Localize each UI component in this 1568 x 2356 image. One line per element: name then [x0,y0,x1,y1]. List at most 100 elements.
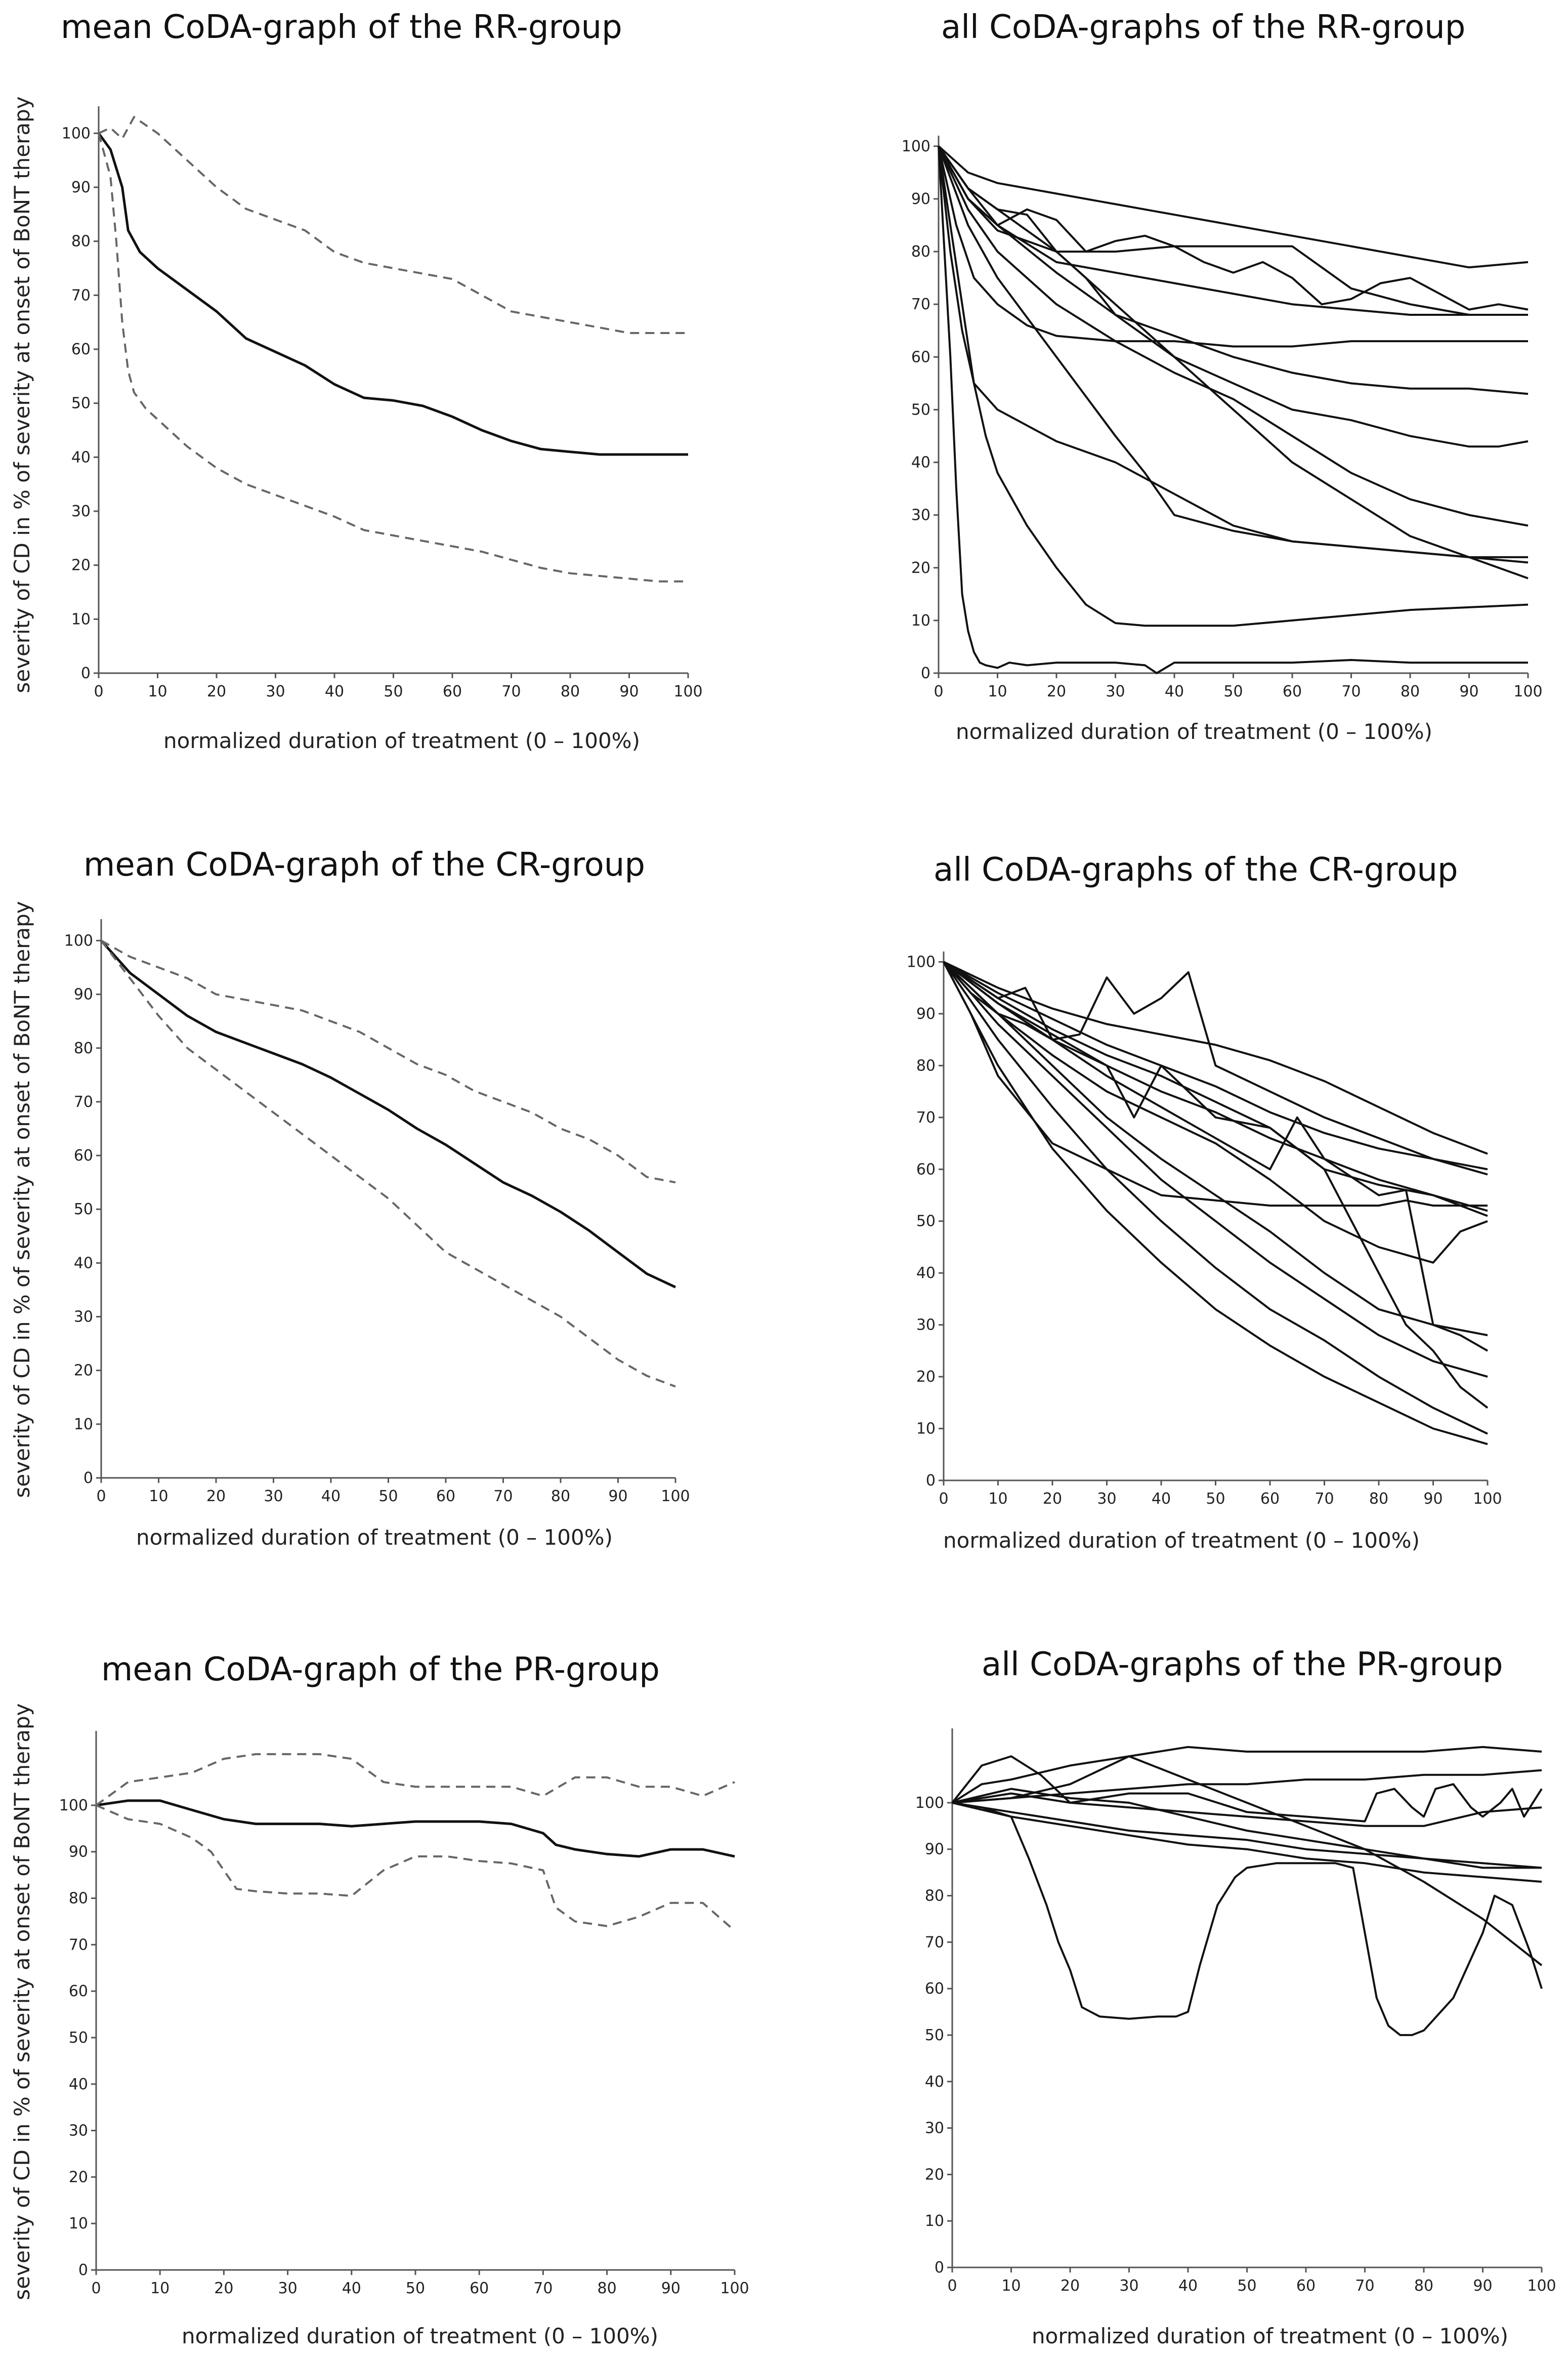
x-tick-label: 40 [1178,2277,1198,2295]
series-line-p6 [943,961,1488,1207]
x-tick-label: 40 [321,1487,341,1505]
y-tick-label: 30 [74,1308,93,1326]
y-tick-label: 0 [78,2261,88,2279]
x-tick-label: 30 [264,1487,283,1505]
x-tick-label: 90 [1423,1490,1443,1508]
x-axis-label: normalized duration of treatment (0 – 10… [163,728,640,753]
y-tick-label: 40 [925,2073,944,2091]
y-tick-label: 90 [74,986,93,1004]
x-tick-label: 60 [1260,1490,1280,1508]
y-tick-label: 80 [74,1040,93,1057]
x-tick-label: 50 [1206,1490,1225,1508]
y-tick-label: 40 [74,1254,93,1272]
x-tick-label: 70 [1355,2277,1374,2295]
x-tick-label: 20 [214,2280,233,2297]
y-tick-label: 30 [71,503,91,520]
x-tick-label: 70 [501,683,521,700]
x-tick-label: 10 [150,2280,169,2297]
chart-title: mean CoDA-graph of the CR-group [83,846,645,884]
series-line-p8 [938,145,1529,527]
series-line-p8 [943,961,1488,1352]
x-tick-label: 70 [533,2280,553,2297]
series-line-mean [97,132,688,456]
x-tick-label: 30 [1119,2277,1138,2295]
plot-area: 0 10 20 30 40 50 60 70 80 90 100 0 10 20 30 40 50 60 70 80 9… [907,952,1502,1508]
x-tick-label: 90 [619,683,639,700]
series-line-p11 [943,961,1488,1435]
x-axis-label: normalized duration of treatment (0 – 10… [182,2324,658,2348]
y-tick-label: 30 [916,1316,936,1334]
y-tick-label: 20 [74,1362,93,1380]
y-tick-label: 60 [74,1147,93,1165]
x-tick-label: 50 [1223,683,1243,700]
chart-title: mean CoDA-graph of the RR-group [61,9,622,46]
x-axis-label: normalized duration of treatment (0 – 10… [943,1528,1420,1553]
y-tick-label: 50 [916,1213,936,1230]
y-tick-label: 100 [62,125,91,142]
x-axis-label: normalized duration of treatment (0 – 10… [136,1525,613,1550]
series-line-p8 [952,1755,1543,1966]
y-tick-label: 100 [907,953,936,971]
x-tick-label: 60 [1296,2277,1316,2295]
x-tick-label: 10 [988,683,1007,700]
y-tick-label: 100 [915,1794,944,1812]
plot-area: 0 10 20 30 40 50 60 70 80 90 100 0 10 20 30 40 50 60 70 80 9… [915,1728,1556,2295]
series-line-mean [96,1799,735,1858]
y-tick-label: 100 [59,1797,88,1814]
y-tick-label: 0 [83,1469,93,1487]
y-tick-label: 0 [935,2259,944,2277]
y-tick-label: 70 [916,1109,936,1127]
series-line-p6 [952,1801,1542,1883]
x-tick-label: 40 [325,683,344,700]
x-tick-label: 10 [1001,2277,1021,2295]
x-tick-label: 20 [206,1487,226,1505]
y-tick-label: 10 [71,610,91,628]
x-tick-label: 20 [207,683,226,700]
panel-rr-mean: mean CoDA-graph of the RR-group normaliz… [61,9,703,753]
panel-pr-mean: mean CoDA-graph of the PR-group normaliz… [59,1651,749,2348]
y-tick-label: 60 [925,1980,944,1998]
x-tick-label: 40 [1165,683,1184,700]
y-tick-label: 20 [69,2168,88,2186]
x-tick-label: 100 [1513,683,1542,700]
series-line-upper [95,1753,735,1806]
series-line-p1 [943,961,1488,1155]
y-tick-label: 80 [916,1057,936,1074]
y-tick-label: 20 [916,1368,936,1386]
panel-pr-all: all CoDA-graphs of the PR-group normaliz… [915,1646,1556,2348]
series-line-p9 [943,961,1488,1337]
x-tick-label: 30 [1106,683,1125,700]
series-line-p3 [943,961,1488,1176]
x-tick-label: 90 [661,2280,681,2297]
y-tick-label: 30 [925,2120,944,2137]
x-tick-label: 50 [384,683,403,700]
y-tick-label: 0 [926,1472,936,1490]
series-line-upper [98,115,688,334]
x-tick-label: 80 [1369,1490,1388,1508]
x-tick-label: 0 [934,683,943,700]
chart-title: all CoDA-graphs of the PR-group [982,1646,1503,1683]
y-tick-label: 50 [74,1201,93,1218]
y-tick-label: 80 [911,243,930,261]
y-axis-label-rr: severity of CD in % of severity at onset… [10,96,34,693]
series-line-p9 [938,146,1528,558]
y-tick-label: 40 [916,1264,936,1282]
x-tick-label: 0 [939,1490,948,1508]
series-line-p4 [952,1792,1542,1827]
y-tick-label: 10 [911,612,930,630]
y-axis-label-cr: severity of CD in % of severity at onset… [10,901,34,1498]
x-tick-label: 60 [470,2280,489,2297]
y-tick-label: 90 [916,1005,936,1023]
series-line-p1 [938,145,1529,269]
x-axis-label: normalized duration of treatment (0 – 10… [1032,2324,1508,2348]
y-tick-label: 30 [69,2122,88,2140]
plot-area: 0 10 20 30 40 50 60 70 80 90 100 0 10 20 30 40 50 60 70 80 9… [62,106,703,700]
x-tick-label: 80 [561,683,580,700]
y-tick-label: 70 [925,1933,944,1951]
x-tick-label: 40 [1152,1490,1171,1508]
y-tick-label: 70 [74,1093,93,1111]
y-tick-label: 50 [925,2027,944,2044]
x-tick-label: 80 [1401,683,1420,700]
series-line-lower [100,940,676,1388]
y-tick-label: 0 [81,665,91,682]
